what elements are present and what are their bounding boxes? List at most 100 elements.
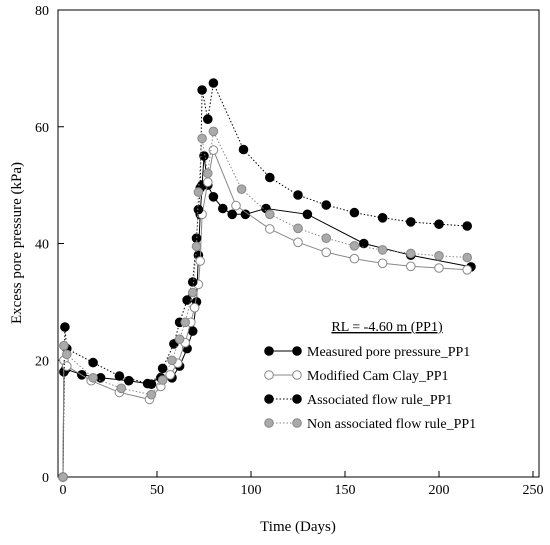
y-tick-label: 60 (35, 121, 49, 136)
legend-marker (264, 418, 274, 428)
legend-marker (292, 418, 302, 428)
series-3 (58, 78, 473, 482)
legend-marker (264, 346, 274, 356)
legend-entry: Modified Cam Clay_PP1 (264, 369, 449, 384)
x-tick-label: 0 (60, 483, 67, 498)
data-point (167, 355, 177, 366)
data-point (157, 375, 168, 385)
data-point (462, 221, 473, 231)
series-4 (58, 126, 473, 482)
x-axis-label: Time (Days) (260, 519, 336, 535)
data-point (349, 241, 360, 251)
x-axis: 0 50 100 150 200 250 (60, 471, 544, 498)
data-point (203, 114, 213, 124)
data-point (236, 184, 247, 194)
x-tick-label: 150 (335, 483, 356, 498)
data-point (197, 85, 207, 95)
legend-marker (264, 394, 274, 404)
data-point (377, 245, 388, 255)
legend-entry: Measured pore pressure_PP1 (264, 345, 470, 360)
legend-entries: Measured pore pressure_PP1 Modified Cam C… (264, 345, 476, 432)
series-line (62, 81, 468, 478)
data-point (377, 213, 388, 223)
y-tick-label: 0 (42, 471, 49, 486)
y-axis-label: Excess pore pressure (kPa) (9, 162, 25, 324)
y-tick-label: 40 (35, 238, 49, 253)
data-point (462, 265, 473, 275)
data-point (203, 168, 213, 179)
data-point (359, 238, 369, 249)
legend-marker (264, 370, 274, 380)
legend-entry: Associated flow rule_PP1 (264, 393, 452, 408)
data-point (238, 144, 249, 155)
y-tick-label: 80 (35, 4, 49, 19)
data-point (227, 209, 237, 220)
data-point (187, 287, 198, 298)
data-point (195, 256, 205, 266)
data-point (321, 247, 332, 258)
data-point (182, 295, 192, 305)
data-point (406, 217, 416, 227)
data-point (60, 322, 70, 332)
data-point (62, 361, 72, 371)
data-point (406, 248, 416, 259)
data-point (208, 145, 219, 155)
data-point (124, 375, 134, 386)
data-point (193, 204, 204, 215)
data-point (58, 472, 68, 482)
data-point (189, 302, 200, 313)
legend-marker (292, 346, 302, 356)
data-point (88, 357, 98, 368)
x-tick-label: 100 (241, 483, 262, 498)
data-point (265, 172, 275, 183)
data-point (157, 363, 168, 374)
legend: RL = -4.60 m (PP1) Measured pore pressur… (264, 320, 476, 432)
data-point (165, 370, 175, 380)
legend-label: Measured pore pressure_PP1 (307, 345, 470, 360)
data-point (116, 383, 127, 394)
data-point (193, 187, 204, 197)
legend-title: RL = -4.60 m (PP1) (331, 320, 443, 335)
data-point (293, 223, 303, 234)
data-point (114, 371, 125, 381)
data-point (208, 192, 219, 202)
data-point (88, 373, 98, 383)
data-point (265, 209, 275, 220)
y-axis: 0 20 40 60 80 (35, 4, 64, 486)
data-point (434, 219, 444, 229)
data-point (321, 200, 332, 210)
data-point (434, 263, 444, 273)
data-point (208, 126, 219, 137)
data-point (208, 78, 219, 88)
data-point (218, 203, 228, 214)
x-tick-label: 50 (150, 483, 164, 498)
data-point (191, 241, 202, 252)
data-point (321, 233, 332, 243)
legend-label: Non associated flow rule_PP1 (307, 417, 476, 432)
data-point (434, 251, 444, 261)
data-point (349, 253, 360, 264)
data-point (197, 133, 207, 144)
data-point (293, 190, 303, 200)
data-point (174, 334, 185, 345)
x-tick-label: 200 (429, 483, 450, 498)
data-point (146, 389, 157, 400)
series-line (62, 148, 468, 478)
y-tick-label: 20 (35, 354, 49, 369)
data-point (265, 224, 275, 234)
legend-marker (292, 370, 302, 380)
data-point (146, 379, 157, 390)
data-point (462, 252, 473, 263)
series-layer (58, 78, 476, 482)
legend-entry: Non associated flow rule_PP1 (264, 417, 476, 432)
data-point (377, 258, 388, 269)
x-tick-label: 250 (523, 483, 544, 498)
data-point (62, 349, 72, 360)
data-point (180, 317, 190, 328)
legend-label: Associated flow rule_PP1 (307, 393, 452, 408)
data-point (203, 177, 213, 187)
data-point (406, 261, 416, 272)
data-point (302, 209, 313, 220)
